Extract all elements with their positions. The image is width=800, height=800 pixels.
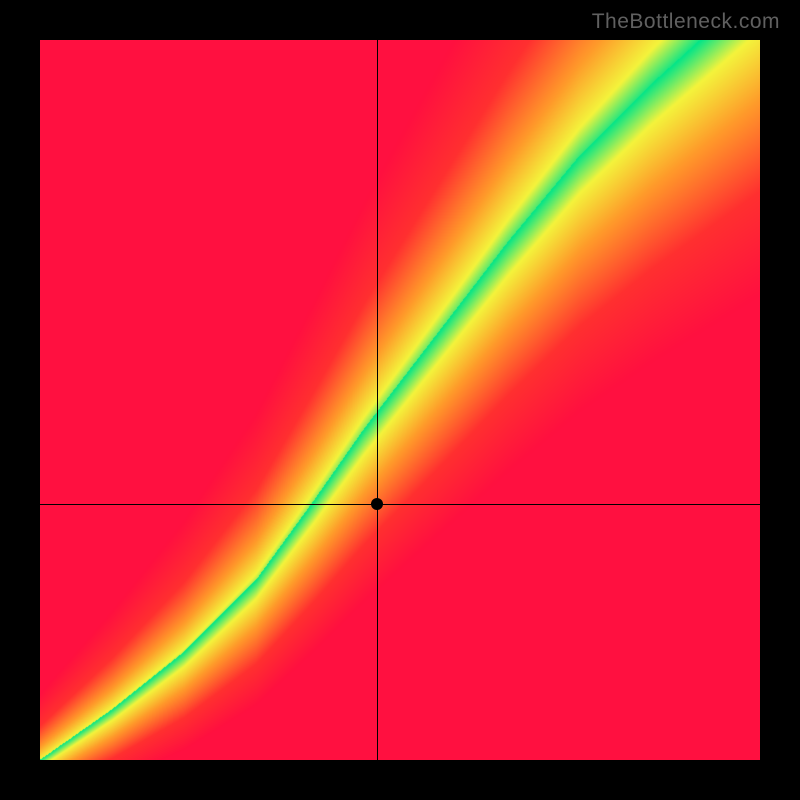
crosshair-vertical (377, 40, 378, 760)
chart-container: TheBottleneck.com (0, 0, 800, 800)
heatmap-canvas (40, 40, 760, 760)
watermark-text: TheBottleneck.com (592, 10, 780, 34)
plot-area (40, 40, 760, 760)
crosshair-horizontal (40, 504, 760, 505)
crosshair-marker (371, 498, 383, 510)
